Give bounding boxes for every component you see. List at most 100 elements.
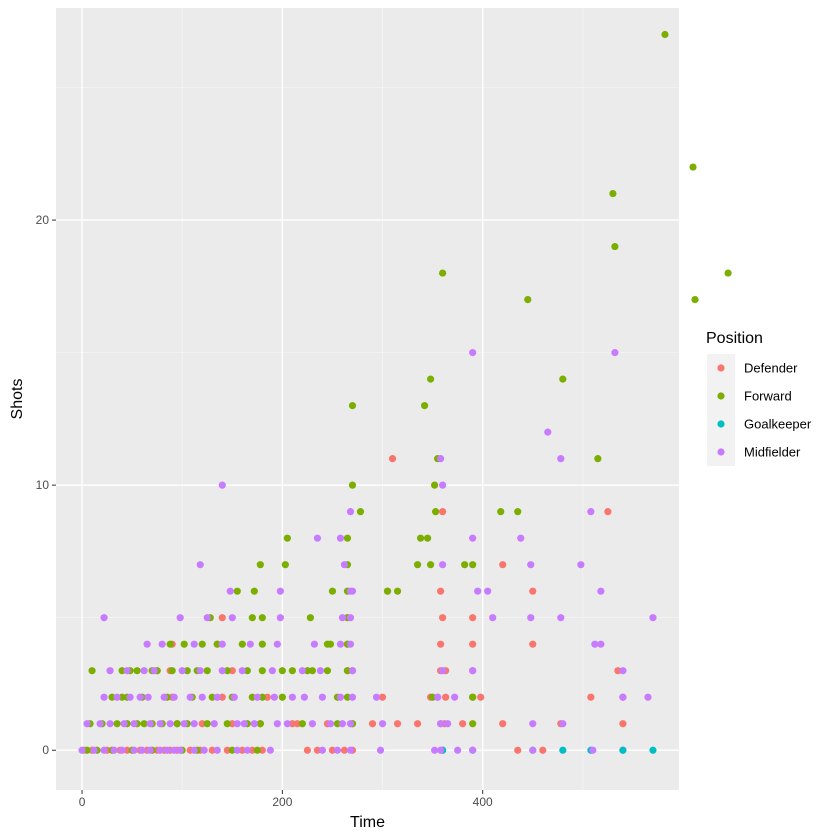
point-midfielder: [437, 455, 445, 463]
point-midfielder: [100, 693, 108, 701]
point-midfielder: [619, 667, 627, 675]
point-forward: [306, 614, 315, 622]
point-forward: [253, 746, 261, 754]
point-forward: [213, 640, 221, 648]
point-midfielder: [469, 534, 477, 542]
point-midfielder: [333, 746, 342, 754]
point-midfielder: [213, 693, 221, 701]
point-midfielder: [123, 667, 131, 675]
point-midfielder: [348, 693, 357, 701]
point-forward: [228, 746, 236, 754]
point-midfielder: [336, 640, 345, 648]
point-midfielder: [156, 720, 164, 728]
point-forward: [393, 587, 402, 595]
legend-key-goalkeeper: [717, 420, 725, 428]
y-axis-label: Shots: [9, 379, 26, 420]
point-midfielder: [78, 746, 86, 754]
point-defender: [228, 667, 236, 675]
point-defender: [313, 746, 322, 754]
point-defender: [208, 746, 216, 754]
point-forward: [439, 269, 447, 277]
point-midfielder: [597, 640, 605, 648]
point-defender: [529, 640, 537, 648]
point-midfielder: [113, 693, 121, 701]
point-midfielder: [346, 720, 355, 728]
point-goalkeeper: [649, 746, 657, 754]
point-midfielder: [120, 720, 128, 728]
point-midfielder: [150, 667, 158, 675]
point-forward: [203, 667, 211, 675]
point-midfielder: [158, 640, 166, 648]
point-midfielder: [266, 746, 274, 754]
point-midfielder: [484, 587, 492, 595]
point-midfielder: [336, 534, 345, 542]
point-midfielder: [276, 614, 284, 622]
point-defender: [587, 693, 595, 701]
point-midfielder: [437, 746, 445, 754]
point-midfielder: [313, 534, 322, 542]
point-defender: [303, 746, 312, 754]
point-midfielder: [233, 720, 241, 728]
point-midfielder: [203, 614, 211, 622]
point-midfielder: [444, 720, 452, 728]
point-midfielder: [146, 746, 154, 754]
point-midfielder: [310, 640, 319, 648]
point-forward: [283, 534, 291, 542]
point-forward: [343, 693, 352, 701]
point-forward: [118, 693, 126, 701]
point-forward: [258, 667, 266, 675]
point-defender: [123, 746, 131, 754]
point-midfielder: [196, 667, 204, 675]
point-forward: [427, 561, 435, 569]
point-midfielder: [238, 667, 246, 675]
point-midfielder: [372, 693, 381, 701]
point-midfielder: [544, 428, 552, 436]
point-forward: [611, 242, 619, 251]
point-midfielder: [196, 561, 204, 569]
point-defender: [218, 693, 226, 701]
point-midfielder: [233, 746, 241, 754]
point-midfielder: [126, 693, 134, 701]
point-midfielder: [130, 746, 138, 754]
point-defender: [328, 746, 337, 754]
point-forward: [356, 508, 365, 516]
point-forward: [303, 667, 312, 675]
point-defender: [529, 587, 537, 595]
point-forward: [298, 720, 306, 728]
point-midfielder: [218, 667, 226, 675]
point-midfielder: [230, 693, 238, 701]
legend-label-defender: Defender: [744, 361, 798, 376]
point-forward: [423, 534, 432, 542]
point-midfielder: [96, 720, 104, 728]
point-forward: [343, 667, 352, 675]
point-defender: [477, 693, 485, 701]
point-midfielder: [529, 720, 537, 728]
point-forward: [83, 746, 91, 754]
point-defender: [614, 667, 622, 675]
point-midfielder: [100, 746, 108, 754]
point-midfielder: [469, 746, 477, 754]
point-midfielder: [439, 481, 447, 489]
point-midfielder: [348, 667, 357, 675]
point-midfielder: [557, 455, 565, 463]
legend-key-midfielder: [717, 448, 725, 456]
point-midfielder: [439, 667, 447, 675]
x-tick-label: 200: [272, 795, 292, 809]
point-defender: [258, 746, 266, 754]
point-forward: [223, 667, 231, 675]
point-defender: [539, 746, 547, 754]
point-midfielder: [140, 667, 148, 675]
point-defender: [604, 508, 612, 516]
point-midfielder: [218, 481, 226, 489]
point-midfielder: [437, 720, 445, 728]
axes: 0 200 400 0 10 20: [36, 213, 493, 809]
point-forward: [256, 720, 264, 728]
point-midfielder: [346, 640, 355, 648]
point-midfielder: [346, 746, 355, 754]
point-midfielder: [527, 614, 535, 622]
legend: Position Defender Forward Goalkeeper Midfie…: [706, 330, 812, 466]
point-midfielder: [268, 667, 276, 675]
point-goalkeeper: [619, 746, 627, 754]
point-forward: [420, 402, 429, 410]
point-defender: [340, 746, 349, 754]
